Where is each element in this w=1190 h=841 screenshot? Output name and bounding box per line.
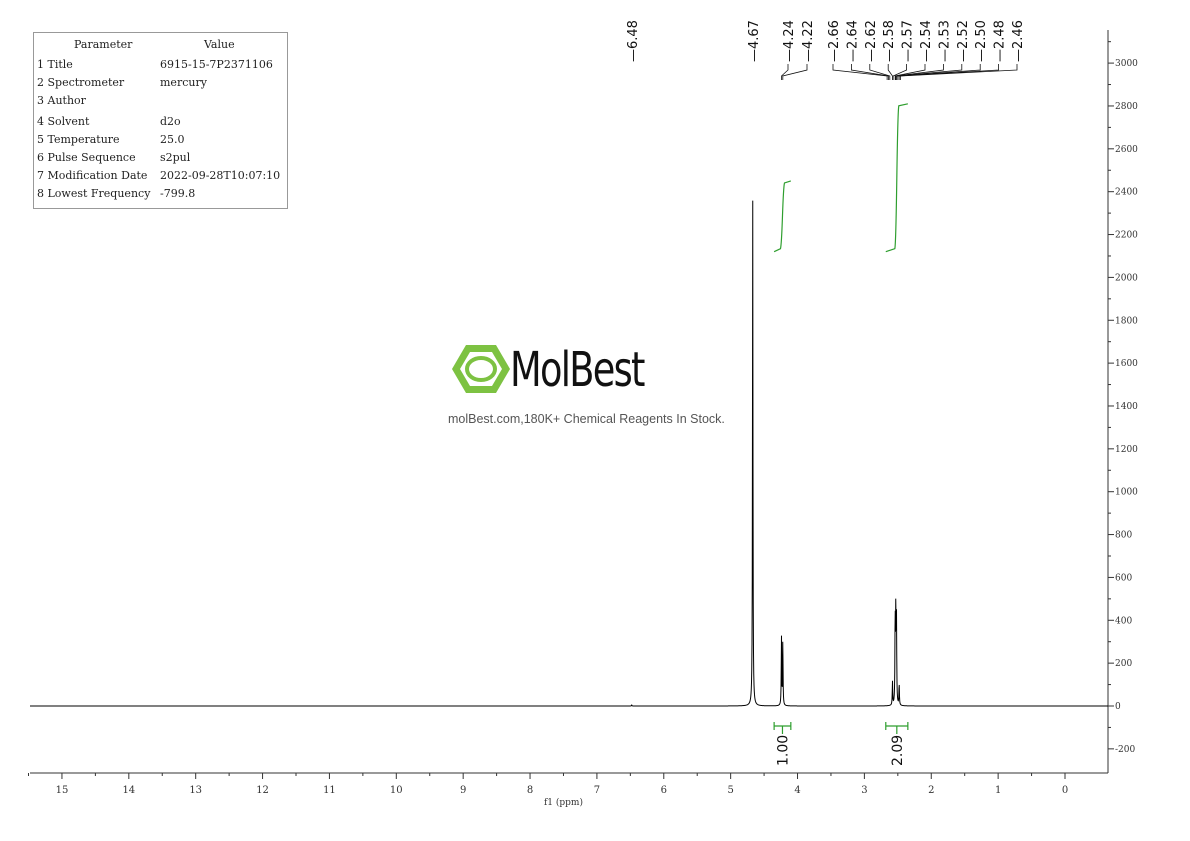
parameter-value: 6915-15-7P2371106: [160, 58, 273, 71]
peak-label: —4.22: [801, 20, 816, 62]
peak-label-leader: [832, 64, 888, 80]
peak-label: —2.62: [864, 20, 879, 62]
peak-label: —4.67: [747, 20, 762, 62]
y-tick-label: 0: [1115, 702, 1121, 712]
y-tick-label: 1800: [1115, 316, 1138, 326]
x-tick-label: 7: [594, 785, 600, 796]
peak-label: —2.50: [974, 20, 989, 62]
parameter-name: 5 Temperature: [37, 133, 120, 146]
benzene-logo-icon: [452, 345, 510, 393]
integral-value: 2.09: [890, 735, 906, 766]
peak-label: —2.52: [956, 20, 971, 62]
parameter-value: s2pul: [160, 151, 191, 164]
param-header: Parameter: [74, 38, 133, 51]
parameter-row: 8 Lowest Frequency -799.8: [37, 187, 195, 200]
peak-label: —2.64: [845, 20, 860, 62]
parameter-value: 25.0: [160, 133, 185, 146]
x-tick-label: 14: [122, 785, 135, 796]
peak-label-leader: [894, 64, 926, 80]
peak-label-leader: [781, 64, 789, 80]
brand-name: MolBest: [510, 342, 645, 398]
peak-label-leader: [782, 64, 808, 80]
y-tick-label: 1400: [1115, 402, 1138, 412]
parameter-row: 2 Spectrometer mercury: [37, 76, 207, 89]
integral-value: 1.00: [775, 735, 791, 766]
parameter-name: 1 Title: [37, 58, 73, 71]
peak-label-leader: [897, 64, 981, 80]
y-tick-label: 2600: [1115, 145, 1138, 155]
spectrum-trace: [30, 200, 1108, 707]
integral-bracket: [773, 722, 792, 734]
integral-curve: [885, 103, 908, 253]
x-tick-label: 8: [527, 785, 533, 796]
y-tick-label: -200: [1115, 745, 1135, 755]
x-tick-label: 2: [928, 785, 934, 796]
peak-label: —2.53: [937, 20, 952, 62]
x-tick-label: 1: [995, 785, 1001, 796]
peak-label-leader: [869, 64, 891, 80]
peak-label-leader: [851, 64, 889, 80]
x-tick-label: 4: [794, 785, 800, 796]
parameter-row: 7 Modification Date 2022-09-28T10:07:10: [37, 169, 280, 182]
parameter-value: -799.8: [160, 187, 196, 200]
y-tick-label: 1200: [1115, 445, 1138, 455]
y-tick-label: 2200: [1115, 231, 1138, 241]
y-tick-label: 3000: [1115, 59, 1138, 69]
parameter-name: 2 Spectrometer: [37, 76, 125, 89]
integral-bracket: [885, 722, 909, 734]
parameter-value: mercury: [160, 76, 207, 89]
peak-label-leader: [892, 64, 907, 80]
x-tick-label: 5: [727, 785, 733, 796]
parameter-value: 2022-09-28T10:07:10: [160, 169, 281, 182]
parameter-name: 8 Lowest Frequency: [37, 187, 151, 200]
y-tick-label: 200: [1115, 659, 1132, 669]
x-tick-label: 12: [256, 785, 269, 796]
parameter-name: 3 Author: [37, 94, 86, 107]
peak-label-leader: [898, 64, 999, 80]
parameter-row: 4 Solvent d2o: [37, 115, 181, 128]
y-tick-label: 2800: [1115, 102, 1138, 112]
parameter-table: Parameter Value 1 Title 6915-15-7P2371106…: [33, 32, 288, 209]
x-tick-label: 13: [189, 785, 202, 796]
peak-label: —2.66: [827, 20, 842, 62]
x-tick-label: 9: [460, 785, 466, 796]
parameter-row: 3 Author: [37, 94, 160, 107]
value-header: Value: [204, 38, 235, 51]
integral-curve: [773, 180, 792, 253]
peak-label-leader: [895, 64, 944, 80]
peak-label-leader: [896, 64, 963, 80]
x-axis-label: f1 (ppm): [544, 797, 583, 808]
y-tick-label: 600: [1115, 573, 1132, 583]
y-tick-label: 1000: [1115, 488, 1138, 498]
parameter-name: 6 Pulse Sequence: [37, 151, 136, 164]
parameter-row: 6 Pulse Sequence s2pul: [37, 151, 190, 164]
parameter-value: d2o: [160, 115, 181, 128]
parameter-name: 4 Solvent: [37, 115, 90, 128]
x-tick-label: 10: [390, 785, 403, 796]
y-tick-label: 1600: [1115, 359, 1138, 369]
peak-label: —4.24: [782, 20, 797, 62]
peak-label: —2.54: [919, 20, 934, 62]
parameter-name: 7 Modification Date: [37, 169, 148, 182]
y-tick-label: 2400: [1115, 188, 1138, 198]
x-tick-label: 6: [661, 785, 667, 796]
y-tick-label: 400: [1115, 616, 1132, 626]
y-tick-label: 2000: [1115, 273, 1138, 283]
x-tick-label: 11: [323, 785, 336, 796]
parameter-row: 1 Title 6915-15-7P2371106: [37, 58, 273, 71]
peak-label-leader: [887, 64, 893, 80]
tagline: molBest.com,180K+ Chemical Reagents In S…: [448, 412, 725, 426]
x-tick-label: 0: [1062, 785, 1068, 796]
peak-label: —6.48: [626, 20, 641, 62]
x-tick-label: 3: [861, 785, 867, 796]
peak-label-leader: [900, 64, 1018, 80]
peak-label: —2.58: [882, 20, 897, 62]
x-tick-label: 15: [56, 785, 69, 796]
y-tick-label: 800: [1115, 531, 1132, 541]
peak-label: —2.57: [901, 20, 916, 62]
parameter-row: 5 Temperature 25.0: [37, 133, 185, 146]
peak-label: —2.46: [1011, 20, 1026, 62]
peak-label: —2.48: [993, 20, 1008, 62]
